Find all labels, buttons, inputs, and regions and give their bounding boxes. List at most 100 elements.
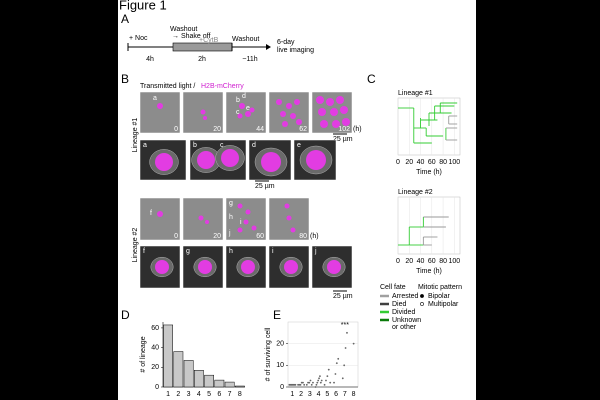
y-tick-label: 0 xyxy=(280,384,284,391)
panel-label: A xyxy=(121,12,129,26)
plot-area xyxy=(287,321,359,388)
x-tick-label: 0 xyxy=(396,159,400,166)
scale-bar-label: 25 µm xyxy=(255,183,275,190)
cell-letter: e xyxy=(246,105,250,112)
x-tick-label: 60 xyxy=(428,258,436,265)
panel-label: E xyxy=(273,308,281,322)
y-tick-label: 20 xyxy=(276,341,284,348)
x-tick-label: 100 xyxy=(449,159,461,166)
duration: 4h xyxy=(146,56,154,63)
step-label: live imaging xyxy=(277,47,314,54)
step-label: 6-day xyxy=(277,39,295,46)
x-tick-label: 0 xyxy=(396,258,400,265)
nucleus xyxy=(296,119,302,125)
micrograph xyxy=(268,91,310,134)
nucleus xyxy=(330,108,338,116)
nucleus xyxy=(294,99,300,105)
cell-letter: d xyxy=(252,142,256,149)
legend-label: or other xyxy=(392,324,417,331)
x-tick-label: 4 xyxy=(197,391,201,398)
nucleus xyxy=(320,120,328,128)
bar xyxy=(183,360,194,388)
x-tick-label: 4 xyxy=(317,391,321,398)
nucleus xyxy=(237,203,243,209)
nucleus xyxy=(332,120,340,128)
time-label: 80 xyxy=(299,233,307,240)
y-tick-label: 10 xyxy=(276,362,284,369)
dot xyxy=(309,379,312,382)
legend-label: Unknown xyxy=(392,317,421,324)
cell-letter: g xyxy=(186,248,190,255)
dot xyxy=(346,331,348,334)
cell-letter: a xyxy=(143,142,147,149)
timeline xyxy=(127,42,271,52)
cell-letter: b xyxy=(236,97,240,104)
nucleus xyxy=(155,153,173,171)
x-tick-label: 8 xyxy=(352,391,356,398)
dot xyxy=(308,381,311,384)
time-label: 62 xyxy=(299,126,307,133)
dot xyxy=(319,381,322,384)
dot xyxy=(323,383,326,386)
micrograph xyxy=(139,91,181,134)
micrograph xyxy=(139,197,181,241)
nucleus xyxy=(316,96,324,104)
x-tick-label: 40 xyxy=(417,258,425,265)
micrograph xyxy=(225,91,267,134)
y-axis-label: # of surviving cell xyxy=(265,327,272,381)
dot xyxy=(312,381,314,384)
bar xyxy=(224,381,235,388)
time-label: 44 xyxy=(256,126,264,133)
y-tick-label: 60 xyxy=(151,325,159,332)
dot xyxy=(310,383,313,386)
x-tick-label: 7 xyxy=(228,391,232,398)
dot xyxy=(317,379,320,382)
x-tick-label: 20 xyxy=(405,258,413,265)
nucleus xyxy=(290,113,296,119)
nucleus xyxy=(326,98,334,106)
bar xyxy=(173,351,184,388)
cell-letter: f xyxy=(150,210,152,217)
cell-letter: d xyxy=(242,93,246,100)
annotation: *** xyxy=(341,322,349,329)
nucleus xyxy=(261,152,281,172)
nucleus xyxy=(249,107,255,113)
panel-label: B xyxy=(121,72,129,86)
scale-bar-label: 25 µm xyxy=(333,136,353,143)
y-tick-label: 0 xyxy=(155,384,159,391)
x-tick-label: 80 xyxy=(439,258,447,265)
nucleus xyxy=(284,203,290,209)
bar xyxy=(214,379,225,388)
x-tick-label: 2 xyxy=(299,391,303,398)
cell-letter: i xyxy=(272,248,274,255)
step-label: → Shake off xyxy=(172,33,210,40)
x-tick-label: 40 xyxy=(417,159,425,166)
legend-marker xyxy=(420,294,424,298)
time-label: 20 xyxy=(213,126,221,133)
nucleus xyxy=(276,99,282,105)
nucleus xyxy=(318,108,326,116)
nucleus xyxy=(198,260,212,274)
nucleus xyxy=(241,260,255,274)
y-tick-label: 20 xyxy=(151,364,159,371)
cell-letter: j xyxy=(228,230,231,237)
nucleus xyxy=(221,149,239,167)
dot xyxy=(329,381,332,384)
cell-letter: i xyxy=(240,219,242,226)
x-tick-label: 3 xyxy=(308,391,312,398)
treatment-box xyxy=(172,42,233,52)
micrograph xyxy=(225,197,267,241)
dot xyxy=(326,375,329,378)
x-tick-label: 8 xyxy=(238,391,242,398)
row-label: Lineage #1 xyxy=(132,118,139,153)
scale-bar-label: 25 µm xyxy=(333,293,353,300)
nucleus xyxy=(327,260,341,274)
cell-letter: e xyxy=(297,142,301,149)
nucleus xyxy=(306,150,326,170)
legend-title: Cell fate xyxy=(380,284,406,291)
nucleus xyxy=(280,111,286,117)
legend-title: Mitotic pattern xyxy=(418,284,462,291)
figure-title: Figure 1 xyxy=(119,0,167,12)
